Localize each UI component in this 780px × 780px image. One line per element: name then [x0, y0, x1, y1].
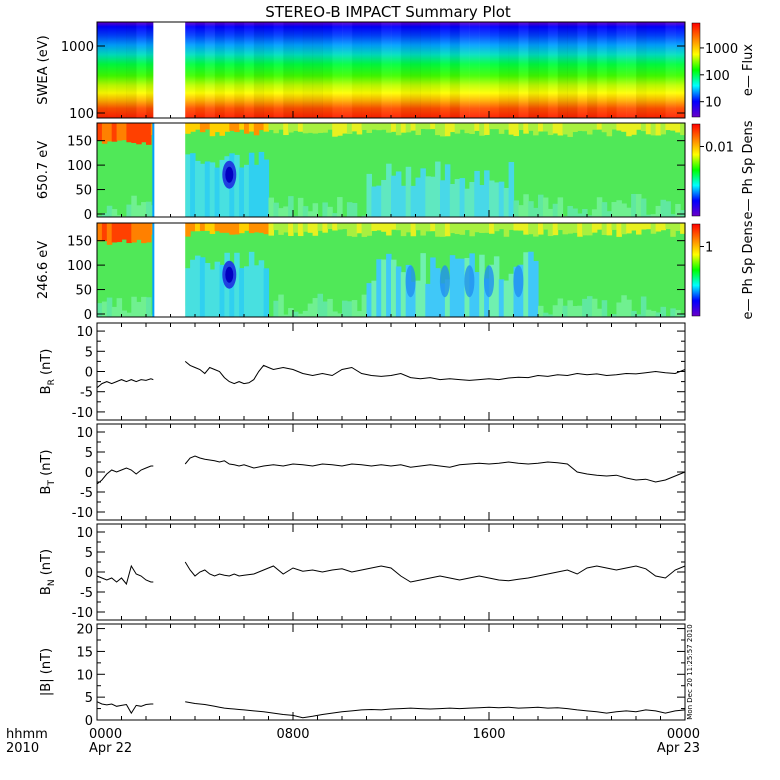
- y-tick-label: 10: [76, 426, 93, 441]
- colorbar-label: e— Ph Sp Dens: [741, 120, 756, 219]
- y-axis-label: |B| (nT): [39, 648, 54, 696]
- y-label-subscript: R: [47, 379, 57, 385]
- y-tick-label: 100: [67, 159, 92, 174]
- y-label-unit: (nT): [39, 549, 54, 579]
- y-tick-label: -10: [72, 506, 93, 521]
- line-panel-bmag: 20 15 10 5 0 |B| (nT): [39, 623, 686, 729]
- x-tick-date-label: Apr 23: [657, 741, 700, 756]
- x-axis-prefix-bottom: 2010: [6, 741, 39, 756]
- y-tick-label: 5: [85, 446, 93, 461]
- data-gap: [153, 123, 186, 217]
- spectrogram-panel-pad246: 150 100 50 0 246.6 eV 1 e— Ph Sp Dens: [36, 220, 756, 323]
- data-gap: [153, 22, 186, 118]
- spectrogram-panel-swea: 1000 100 SWEA (eV) 1000 100 10 e— Flux: [36, 21, 756, 122]
- spectrogram-panel-pad650: 150 100 50 0 650.7 eV 0.01 e— Ph Sp Dens: [36, 120, 756, 223]
- y-tick-label: 0: [84, 208, 92, 223]
- x-tick-date-label: Apr 22: [89, 741, 132, 756]
- y-tick-label: 150: [67, 235, 92, 250]
- series-line: [96, 378, 154, 389]
- series-line: [96, 564, 154, 586]
- y-tick-label: 0: [84, 308, 92, 323]
- panel-frame: [96, 423, 686, 521]
- y-tick-label: -10: [72, 406, 93, 421]
- x-tick-label: 0000: [89, 727, 122, 742]
- panel-frame: [96, 322, 686, 421]
- y-tick-label: 50: [75, 284, 92, 299]
- y-tick-label: 10: [76, 526, 93, 541]
- swea-spectrogram-image: [97, 22, 685, 118]
- y-tick-label: 50: [75, 184, 92, 199]
- y-tick-label: -10: [72, 606, 93, 621]
- y-tick-label: 20: [76, 623, 93, 638]
- y-tick-label: 15: [76, 645, 93, 660]
- y-tick-label: 100: [69, 107, 94, 122]
- panel-frame: [96, 523, 686, 621]
- y-label-unit: (nT): [39, 349, 54, 379]
- y-label-unit: (nT): [39, 450, 54, 480]
- x-tick-label: 1600: [472, 727, 505, 742]
- y-tick-label: 0: [85, 466, 93, 481]
- colorbar-tick-label: 10: [705, 96, 722, 111]
- plot-title: STEREO-B IMPACT Summary Plot: [265, 3, 511, 21]
- y-tick-label: -5: [80, 486, 93, 501]
- y-tick-label: 100: [67, 259, 92, 274]
- series-line: [96, 701, 154, 715]
- y-axis-label: BN (nT): [39, 549, 57, 595]
- series-line: [184, 561, 686, 583]
- y-axis-label: 650.7 eV: [36, 141, 51, 199]
- y-tick-label: 10: [76, 668, 93, 683]
- colorbar: [691, 223, 701, 317]
- colorbar-tick-label: 100: [705, 69, 730, 84]
- generation-timestamp: Mon Dec 20 11:25:57 2010: [686, 624, 694, 719]
- y-label-main: B: [39, 486, 54, 495]
- colorbar: [691, 22, 701, 118]
- series-line: [185, 701, 686, 719]
- colorbar-label: e— Ph Sp Dens: [741, 220, 756, 319]
- y-tick-label: 1000: [61, 40, 94, 55]
- y-tick-label: 0: [85, 366, 93, 381]
- y-tick-label: 10: [76, 325, 93, 340]
- line-panel-br: 10 5 0 -5 -10 BR (nT): [39, 322, 686, 421]
- y-label-main: B: [39, 385, 54, 394]
- y-tick-label: 5: [85, 546, 93, 561]
- y-label-subscript: N: [47, 579, 57, 586]
- y-axis-label: BT (nT): [39, 450, 57, 495]
- x-tick-label: 0800: [276, 727, 309, 742]
- y-tick-label: -5: [80, 386, 93, 401]
- colorbar-tick-label: 1000: [705, 42, 738, 57]
- panel-frame: [96, 623, 686, 721]
- y-axis-label: BR (nT): [39, 349, 57, 395]
- colorbar-tick-label: 1: [705, 241, 713, 256]
- y-axis-label: 246.6 eV: [36, 241, 51, 299]
- y-tick-label: 150: [67, 135, 92, 150]
- y-axis-label: SWEA (eV): [36, 35, 51, 104]
- colorbar-label: e— Flux: [741, 44, 756, 96]
- y-tick-label: 5: [85, 345, 93, 360]
- y-tick-label: 0: [85, 714, 93, 729]
- series-line: [96, 465, 154, 485]
- series-line: [184, 455, 686, 483]
- line-panel-bn: 10 5 0 -5 -10 BN (nT): [39, 523, 686, 621]
- y-tick-label: -5: [80, 586, 93, 601]
- y-tick-label: 0: [85, 566, 93, 581]
- y-tick-label: 5: [85, 691, 93, 706]
- colorbar: [691, 123, 701, 217]
- y-label-unit: (nT): [39, 648, 54, 678]
- x-axis-prefix-top: hhmm: [6, 727, 48, 742]
- series-line: [184, 361, 686, 385]
- y-label-main: |B|: [39, 678, 54, 696]
- y-label-main: B: [39, 586, 54, 595]
- data-gap: [153, 223, 186, 317]
- y-label-subscript: T: [47, 480, 57, 487]
- line-panel-bt: 10 5 0 -5 -10 BT (nT): [39, 423, 686, 521]
- x-tick-label: 0000: [667, 727, 700, 742]
- colorbar-tick-label: 0.01: [705, 141, 734, 156]
